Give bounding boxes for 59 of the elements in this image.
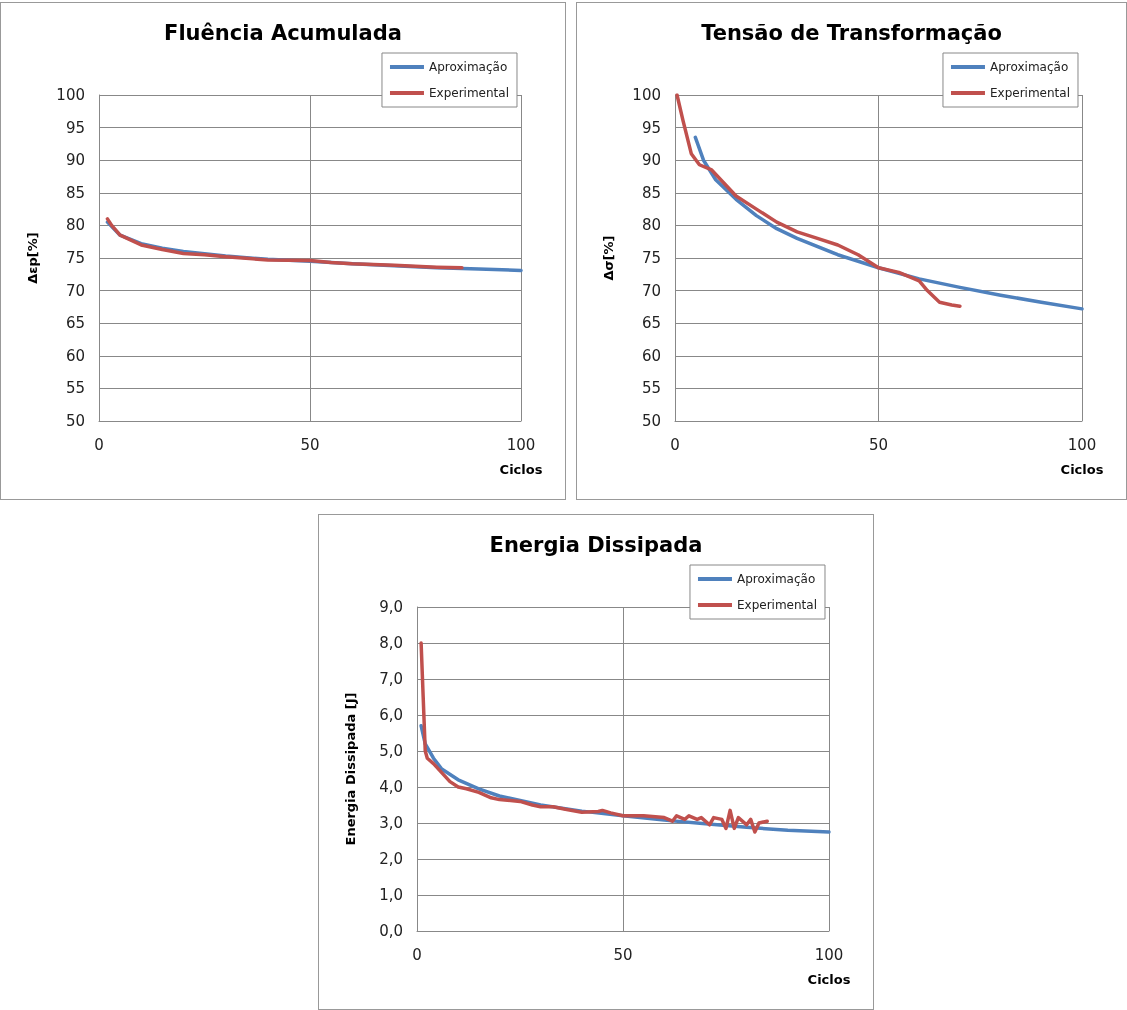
y-tick-label: 80 bbox=[65, 216, 85, 235]
y-tick-label: 100 bbox=[56, 86, 85, 104]
y-tick-label: 65 bbox=[65, 314, 85, 333]
legend-label: Aproximação bbox=[428, 60, 508, 74]
y-tick-label: 80 bbox=[641, 216, 661, 235]
line-series bbox=[105, 217, 464, 270]
y-tick-label: 65 bbox=[641, 314, 661, 333]
x-tick-label: 50 bbox=[868, 435, 889, 454]
y-tick-label: 1,0 bbox=[379, 886, 403, 904]
y-tick-label: 85 bbox=[641, 183, 661, 202]
x-axis-title: Ciclos bbox=[807, 972, 851, 987]
y-tick-label: 85 bbox=[65, 183, 85, 202]
y-tick-label: 60 bbox=[65, 346, 85, 365]
y-tick-label: 95 bbox=[65, 118, 85, 137]
y-tick-label: 4,0 bbox=[379, 778, 403, 796]
line-series bbox=[675, 93, 962, 308]
y-axis-title: Energia Dissipada [J] bbox=[343, 692, 358, 846]
legend-label: Experimental bbox=[428, 86, 510, 100]
x-tick-label: 50 bbox=[300, 435, 320, 454]
y-axis-title: Δεp[%] bbox=[25, 232, 40, 284]
y-tick-label: 3,0 bbox=[379, 814, 403, 832]
x-tick-label: 100 bbox=[814, 945, 844, 964]
y-axis-title: Δσ[%] bbox=[601, 235, 616, 281]
legend-label: Aproximação bbox=[989, 60, 1069, 74]
y-tick-label: 0,0 bbox=[379, 922, 403, 940]
y-tick-label: 70 bbox=[65, 281, 85, 300]
x-tick-label: 100 bbox=[1067, 435, 1097, 454]
chart-title: Tensão de Transformação bbox=[701, 20, 1002, 45]
x-tick-label: 0 bbox=[94, 435, 104, 454]
y-tick-label: 2,0 bbox=[379, 850, 403, 868]
legend-label: Experimental bbox=[736, 598, 818, 612]
y-tick-label: 90 bbox=[65, 151, 85, 170]
x-tick-label: 100 bbox=[506, 435, 536, 454]
line-series bbox=[419, 641, 769, 834]
chart-title: Fluência Acumulada bbox=[164, 20, 402, 45]
y-tick-label: 9,0 bbox=[379, 598, 403, 616]
y-tick-label: 75 bbox=[641, 249, 661, 267]
x-axis-title: Ciclos bbox=[1060, 462, 1104, 477]
y-tick-label: 5,0 bbox=[379, 742, 403, 760]
x-tick-label: 0 bbox=[670, 435, 680, 454]
y-tick-label: 75 bbox=[65, 249, 85, 267]
y-tick-label: 55 bbox=[65, 379, 85, 398]
y-tick-label: 70 bbox=[641, 281, 661, 300]
y-tick-label: 8,0 bbox=[379, 634, 403, 652]
x-tick-label: 50 bbox=[613, 945, 633, 964]
chart-title: Energia Dissipada bbox=[489, 532, 703, 557]
x-axis-title: Ciclos bbox=[499, 462, 543, 477]
y-tick-label: 95 bbox=[641, 118, 661, 137]
legend-label: Aproximação bbox=[736, 572, 816, 586]
y-tick-label: 90 bbox=[641, 151, 661, 170]
legend-label: Experimental bbox=[989, 86, 1071, 100]
y-tick-label: 7,0 bbox=[379, 670, 403, 688]
y-tick-label: 100 bbox=[632, 86, 661, 104]
y-tick-label: 50 bbox=[641, 412, 661, 430]
y-tick-label: 60 bbox=[641, 346, 661, 365]
y-tick-label: 6,0 bbox=[379, 706, 403, 724]
y-tick-label: 55 bbox=[641, 379, 661, 398]
y-tick-label: 50 bbox=[65, 412, 85, 430]
x-tick-label: 0 bbox=[412, 945, 422, 964]
